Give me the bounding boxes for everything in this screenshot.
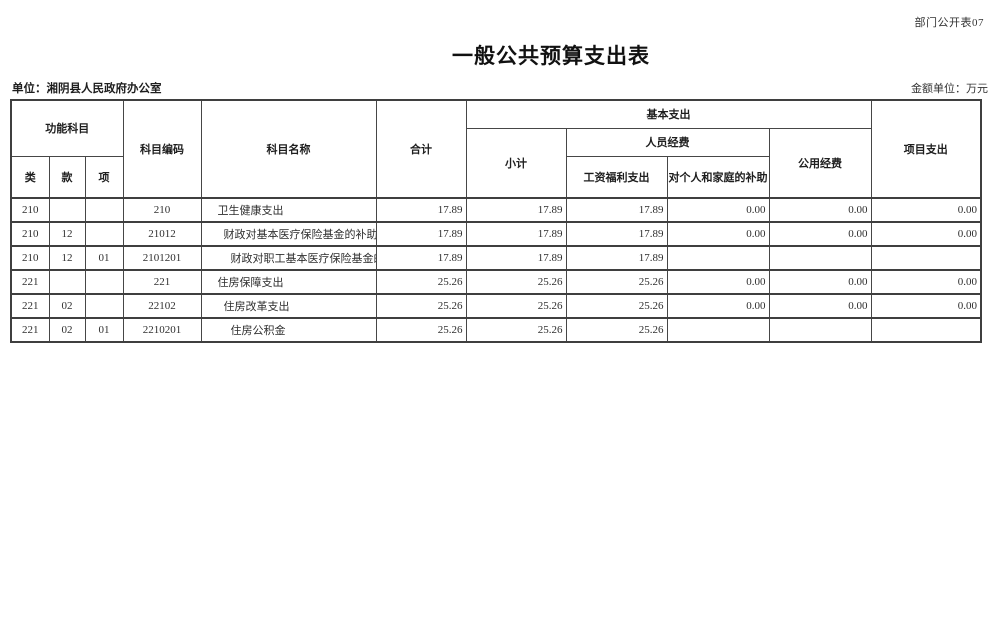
cell-subject-name: 财政对基本医疗保险基金的补助	[200, 221, 377, 247]
cell-total: 17.89	[375, 221, 467, 247]
cell-subtotal: 17.89	[465, 245, 567, 271]
cell-project-expenditure: 0.00	[870, 293, 982, 319]
header-functional-subject: 功能科目	[10, 99, 124, 157]
cell-public-funds: 0.00	[768, 269, 872, 295]
cell-project-expenditure: 0.00	[870, 197, 982, 223]
table-row: 221 221 住房保障支出 25.26 25.26 25.26 0.00 0.…	[10, 269, 982, 295]
cell-item-code: 01	[84, 245, 124, 271]
cell-category-code: 221	[10, 269, 50, 295]
budget-expenditure-table: 功能科目 科目编码 科目名称 合计 基本支出 项目支出 小计 人员经费 公用经费…	[10, 99, 983, 343]
cell-individual-family-subsidy: 0.00	[666, 197, 770, 223]
cell-subtotal: 25.26	[465, 293, 567, 319]
header-section: 款	[48, 155, 86, 199]
cell-section-code: 12	[48, 245, 86, 271]
meta-row: 单位：湘阴县人民政府办公室 金额单位：万元	[12, 80, 988, 96]
cell-wage-welfare: 25.26	[565, 293, 668, 319]
cell-public-funds: 0.00	[768, 293, 872, 319]
cell-subject-code: 2101201	[122, 245, 202, 271]
cell-category-code: 210	[10, 197, 50, 223]
cell-wage-welfare: 25.26	[565, 269, 668, 295]
cell-subject-name: 财政对职工基本医疗保险基金的补助	[200, 245, 377, 271]
cell-item-code	[84, 293, 124, 319]
cell-subtotal: 25.26	[465, 317, 567, 343]
header-row-1: 功能科目 科目编码 科目名称 合计 基本支出 项目支出	[10, 99, 982, 199]
page-title: 一般公共预算支出表	[452, 44, 650, 68]
cell-subject-name: 住房公积金	[200, 317, 377, 343]
cell-section-code	[48, 269, 86, 295]
cell-item-code	[84, 269, 124, 295]
header-project-expenditure: 项目支出	[870, 99, 982, 199]
header-subject-code: 科目编码	[122, 99, 202, 199]
cell-total: 17.89	[375, 197, 467, 223]
header-subtotal: 小计	[465, 127, 567, 199]
cell-total: 25.26	[375, 317, 467, 343]
cell-subtotal: 17.89	[465, 221, 567, 247]
cell-category-code: 210	[10, 221, 50, 247]
header-personnel-funds: 人员经费	[565, 127, 770, 157]
cell-public-funds	[768, 245, 872, 271]
header-wage-welfare: 工资福利支出	[565, 155, 668, 199]
cell-subject-name: 住房改革支出	[200, 293, 377, 319]
cell-subtotal: 17.89	[465, 197, 567, 223]
table-row: 221 02 22102 住房改革支出 25.26 25.26 25.26 0.…	[10, 293, 982, 319]
cell-subject-code: 21012	[122, 221, 202, 247]
cell-individual-family-subsidy: 0.00	[666, 293, 770, 319]
cell-public-funds: 0.00	[768, 197, 872, 223]
cell-total: 25.26	[375, 293, 467, 319]
form-number-label: 部门公开表07	[914, 17, 984, 29]
cell-individual-family-subsidy: 0.00	[666, 269, 770, 295]
header-basic-expenditure: 基本支出	[465, 99, 872, 129]
cell-project-expenditure: 0.00	[870, 269, 982, 295]
cell-wage-welfare: 17.89	[565, 221, 668, 247]
table-row: 221 02 01 2210201 住房公积金 25.26 25.26 25.2…	[10, 317, 982, 343]
cell-subject-name: 卫生健康支出	[200, 197, 377, 223]
cell-item-code	[84, 197, 124, 223]
cell-individual-family-subsidy	[666, 245, 770, 271]
table-row: 210 210 卫生健康支出 17.89 17.89 17.89 0.00 0.…	[10, 197, 982, 223]
cell-section-code: 02	[48, 293, 86, 319]
cell-total: 25.26	[375, 269, 467, 295]
cell-category-code: 221	[10, 317, 50, 343]
table-row: 210 12 01 2101201 财政对职工基本医疗保险基金的补助 17.89…	[10, 245, 982, 271]
cell-individual-family-subsidy	[666, 317, 770, 343]
cell-subject-code: 221	[122, 269, 202, 295]
header-row-2: 小计 人员经费 公用经费	[11, 127, 981, 199]
cell-subject-code: 22102	[122, 293, 202, 319]
header-individual-family-subsidy: 对个人和家庭的补助	[666, 155, 770, 199]
cell-public-funds	[768, 317, 872, 343]
cell-subtotal: 25.26	[465, 269, 567, 295]
header-item: 项	[84, 155, 124, 199]
cell-public-funds: 0.00	[768, 221, 872, 247]
cell-project-expenditure: 0.00	[870, 221, 982, 247]
amount-unit-label: 金额单位：万元	[911, 83, 988, 95]
cell-total: 17.89	[375, 245, 467, 271]
cell-subject-code: 210	[122, 197, 202, 223]
header-total: 合计	[375, 99, 467, 199]
cell-section-code: 12	[48, 221, 86, 247]
cell-category-code: 210	[10, 245, 50, 271]
cell-item-code	[84, 221, 124, 247]
cell-item-code: 01	[84, 317, 124, 343]
cell-category-code: 221	[10, 293, 50, 319]
header-public-funds: 公用经费	[768, 127, 872, 199]
cell-section-code	[48, 197, 86, 223]
cell-individual-family-subsidy: 0.00	[666, 221, 770, 247]
cell-subject-code: 2210201	[122, 317, 202, 343]
cell-wage-welfare: 17.89	[565, 197, 668, 223]
table-row: 210 12 21012 财政对基本医疗保险基金的补助 17.89 17.89 …	[10, 221, 982, 247]
unit-label: 单位：湘阴县人民政府办公室	[12, 83, 162, 95]
cell-project-expenditure	[870, 317, 982, 343]
cell-project-expenditure	[870, 245, 982, 271]
cell-subject-name: 住房保障支出	[200, 269, 377, 295]
cell-wage-welfare: 17.89	[565, 245, 668, 271]
cell-wage-welfare: 25.26	[565, 317, 668, 343]
cell-section-code: 02	[48, 317, 86, 343]
header-category: 类	[10, 155, 50, 199]
header-subject-name: 科目名称	[200, 99, 377, 199]
